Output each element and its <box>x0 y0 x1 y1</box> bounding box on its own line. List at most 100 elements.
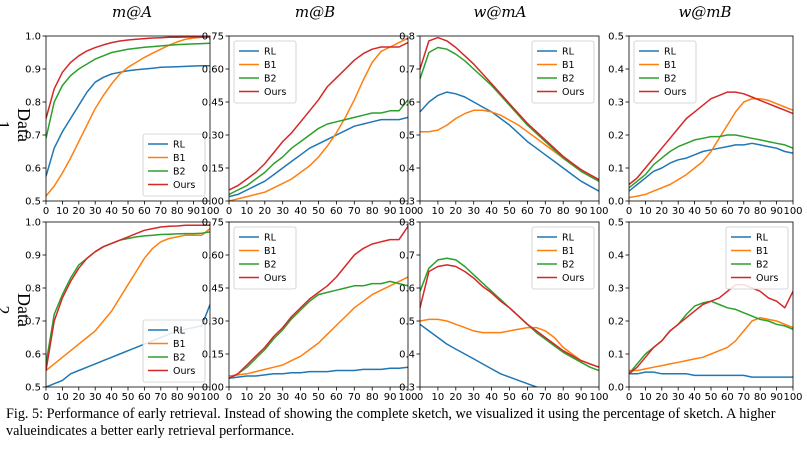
series-lines <box>229 37 408 201</box>
x-tick-label: 0 <box>626 206 632 217</box>
legend: RL B1 B2 Ours <box>142 133 206 197</box>
legend-label-b1: B1 <box>562 246 575 257</box>
x-tick-label: 40 <box>485 206 498 217</box>
legend-label-rl: RL <box>664 47 677 58</box>
x-tick-label: 60 <box>521 206 534 217</box>
legend-label-b1: B1 <box>756 246 769 257</box>
x-tick-label: 80 <box>557 392 570 400</box>
x-tick-label: 10 <box>241 206 254 217</box>
x-tick-label: 80 <box>557 206 570 217</box>
legend-box <box>633 40 697 104</box>
x-tick-label: 60 <box>138 206 151 217</box>
y-tick-label: 0.3 <box>399 197 415 208</box>
x-tick-label: 90 <box>770 392 783 400</box>
legend: RL B1 B2 Ours <box>233 226 297 290</box>
charts-grid: 0 10 20 30 40 50 60 70 80 90 1000.50.60.70.80.91.0… <box>25 32 802 401</box>
chart-5: 0 10 20 30 40 50 60 70 80 90 100 0.5 0.6 0.7 0.8 0.9 1.0… <box>25 218 219 401</box>
legend-box <box>233 226 297 290</box>
x-tick-label: 0 <box>226 206 232 217</box>
series-line-rl <box>629 142 793 192</box>
legend-label-b2: B2 <box>173 353 186 364</box>
x-tick-label: 70 <box>154 206 167 217</box>
x-tick-label: 100 <box>200 392 219 400</box>
x-tick-label: 100 <box>783 392 802 400</box>
x-tick-label: 70 <box>348 392 361 400</box>
series-line-b2 <box>46 42 210 139</box>
y-tick-label: 0.15 <box>202 164 224 175</box>
series-line-b1 <box>46 36 210 197</box>
y-tick-label: 0.45 <box>202 98 224 109</box>
y-tick-label: 1.0 <box>25 218 41 229</box>
y-tick-label: 0.8 <box>25 98 41 109</box>
x-tick-label: 40 <box>688 206 701 217</box>
legend-label-b1: B1 <box>173 153 186 164</box>
column-title-w-at-ma: w@mA <box>473 3 527 21</box>
column-title-m-at-b: m@B <box>294 3 336 21</box>
y-tick-label: 0.1 <box>608 350 624 361</box>
legend-label-b1: B1 <box>664 60 677 71</box>
legend-label-b2: B2 <box>756 260 769 271</box>
x-tick-label: 80 <box>366 206 379 217</box>
y-tick-label: 0.60 <box>202 251 224 262</box>
y-tick-label: 0.5 <box>399 131 415 142</box>
legend: RL B1 B2 Ours <box>531 226 595 290</box>
y-tick-label: 0.6 <box>399 284 415 295</box>
x-tick-label: 0 <box>226 392 232 400</box>
x-tick-label: 80 <box>171 206 184 217</box>
legend-label-ours: Ours <box>562 87 584 98</box>
legend-box <box>142 319 206 383</box>
x-tick-label: 50 <box>503 206 516 217</box>
series-line-rl <box>629 371 793 378</box>
x-tick-label: 10 <box>639 392 652 400</box>
series-lines <box>629 91 793 199</box>
y-tick-label: 0.30 <box>202 317 224 328</box>
x-tick-label: 20 <box>72 206 85 217</box>
legend: RL B1 B2 Ours <box>725 226 789 290</box>
y-tick-label: 0.2 <box>608 131 624 142</box>
x-tick-label: 10 <box>56 206 69 217</box>
column-title-m-at-a: m@A <box>111 3 153 21</box>
legend: RL B1 B2 Ours <box>531 40 595 104</box>
x-tick-label: 30 <box>276 392 289 400</box>
legend-label-b1: B1 <box>562 60 575 71</box>
x-tick-label: 100 <box>783 206 802 217</box>
y-tick-label: 0.6 <box>25 164 41 175</box>
legend-box <box>531 226 595 290</box>
x-tick-label: 90 <box>770 206 783 217</box>
series-line-b2 <box>229 280 408 379</box>
x-tick-label: 20 <box>258 392 271 400</box>
x-tick-label: 30 <box>467 392 480 400</box>
column-title-w-at-mb: w@mB <box>678 3 732 21</box>
x-tick-label: 90 <box>384 392 397 400</box>
x-tick-label: 40 <box>294 206 307 217</box>
y-tick-label: 0.5 <box>608 32 624 43</box>
legend-box <box>142 133 206 197</box>
series-line-b2 <box>629 134 793 189</box>
x-tick-label: 50 <box>122 392 135 400</box>
series-lines <box>420 36 599 192</box>
series-line-b1 <box>420 318 599 368</box>
x-tick-label: 80 <box>754 206 767 217</box>
series-line-b2 <box>46 231 210 365</box>
x-tick-label: 60 <box>138 392 151 400</box>
y-tick-label: 0.00 <box>202 383 224 394</box>
legend-label-rl: RL <box>264 47 277 58</box>
series-line-b1 <box>229 37 408 201</box>
x-tick-label: 90 <box>384 206 397 217</box>
x-tick-label: 20 <box>449 392 462 400</box>
legend-label-b2: B2 <box>264 260 277 271</box>
y-tick-label: 0.0 <box>608 383 624 394</box>
x-tick-label: 50 <box>503 392 516 400</box>
x-tick-label: 90 <box>187 206 200 217</box>
series-line-b1 <box>46 228 210 372</box>
y-tick-label: 0.4 <box>608 251 624 262</box>
chart-2: 0 10 20 30 40 50 60 70 80 90 1000.000.150.300.450.… <box>202 32 418 218</box>
legend-label-rl: RL <box>173 326 186 337</box>
x-tick-label: 100 <box>200 206 219 217</box>
x-tick-label: 30 <box>276 206 289 217</box>
series-lines <box>229 225 408 379</box>
chart-6: 0 10 20 30 40 50 60 70 80 90 1000.000.150.300.450.… <box>202 218 418 401</box>
x-tick-label: 50 <box>312 206 325 217</box>
legend-label-rl: RL <box>173 140 186 151</box>
y-tick-label: 0.2 <box>608 317 624 328</box>
